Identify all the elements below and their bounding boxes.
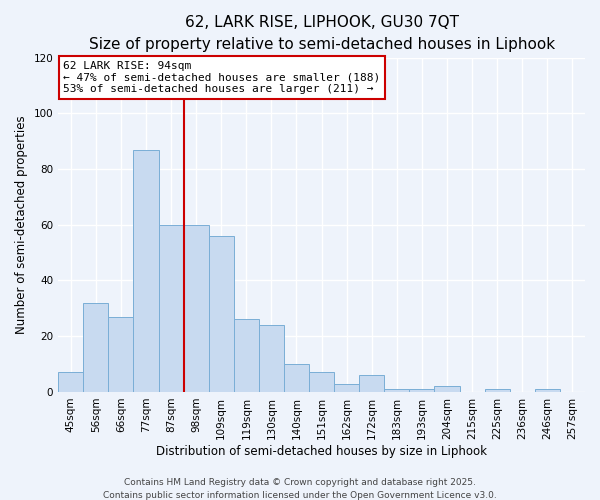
Title: 62, LARK RISE, LIPHOOK, GU30 7QT
Size of property relative to semi-detached hous: 62, LARK RISE, LIPHOOK, GU30 7QT Size of… (89, 15, 554, 52)
Bar (209, 236, 234, 392)
Bar (234, 320, 259, 392)
Bar (158, 224, 184, 392)
Y-axis label: Number of semi-detached properties: Number of semi-detached properties (15, 116, 28, 334)
Bar (109, 316, 133, 392)
Bar (259, 325, 284, 392)
Bar (535, 389, 560, 392)
Bar (334, 384, 359, 392)
Bar (385, 389, 409, 392)
Bar (434, 386, 460, 392)
Bar (409, 389, 434, 392)
Bar (309, 372, 334, 392)
Bar (359, 375, 385, 392)
Text: Contains HM Land Registry data © Crown copyright and database right 2025.
Contai: Contains HM Land Registry data © Crown c… (103, 478, 497, 500)
Bar (58, 372, 83, 392)
Text: 62 LARK RISE: 94sqm
← 47% of semi-detached houses are smaller (188)
53% of semi-: 62 LARK RISE: 94sqm ← 47% of semi-detach… (64, 61, 380, 94)
Bar (133, 150, 158, 392)
Bar (284, 364, 309, 392)
Bar (83, 303, 109, 392)
X-axis label: Distribution of semi-detached houses by size in Liphook: Distribution of semi-detached houses by … (156, 444, 487, 458)
Bar (184, 224, 209, 392)
Bar (485, 389, 510, 392)
